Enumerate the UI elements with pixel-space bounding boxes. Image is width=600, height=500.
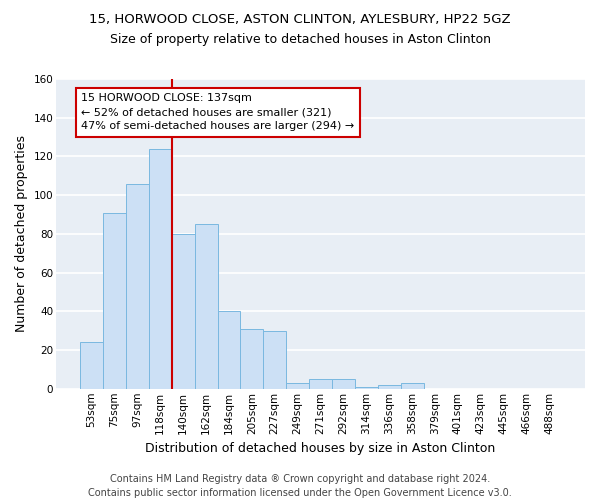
Text: Size of property relative to detached houses in Aston Clinton: Size of property relative to detached ho… bbox=[110, 32, 491, 46]
Text: 15 HORWOOD CLOSE: 137sqm
← 52% of detached houses are smaller (321)
47% of semi-: 15 HORWOOD CLOSE: 137sqm ← 52% of detach… bbox=[81, 94, 355, 132]
Bar bbox=[378, 385, 401, 389]
Bar bbox=[103, 212, 126, 389]
Text: Contains HM Land Registry data ® Crown copyright and database right 2024.
Contai: Contains HM Land Registry data ® Crown c… bbox=[88, 474, 512, 498]
Bar bbox=[172, 234, 194, 389]
Bar bbox=[149, 148, 172, 389]
Y-axis label: Number of detached properties: Number of detached properties bbox=[15, 136, 28, 332]
X-axis label: Distribution of detached houses by size in Aston Clinton: Distribution of detached houses by size … bbox=[145, 442, 496, 455]
Bar bbox=[126, 184, 149, 389]
Bar bbox=[218, 312, 241, 389]
Bar bbox=[332, 379, 355, 389]
Bar bbox=[355, 387, 378, 389]
Bar bbox=[309, 379, 332, 389]
Bar bbox=[194, 224, 218, 389]
Bar bbox=[286, 383, 309, 389]
Bar bbox=[80, 342, 103, 389]
Bar bbox=[241, 328, 263, 389]
Bar bbox=[263, 330, 286, 389]
Text: 15, HORWOOD CLOSE, ASTON CLINTON, AYLESBURY, HP22 5GZ: 15, HORWOOD CLOSE, ASTON CLINTON, AYLESB… bbox=[89, 12, 511, 26]
Bar bbox=[401, 383, 424, 389]
